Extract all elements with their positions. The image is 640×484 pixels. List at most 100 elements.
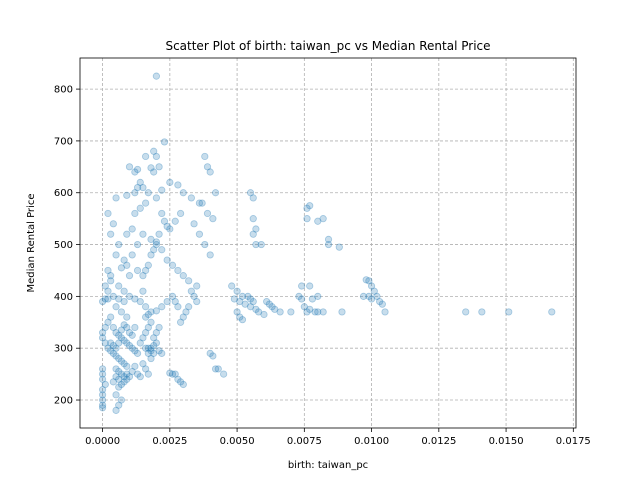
data-point xyxy=(115,240,123,249)
data-point xyxy=(104,344,112,352)
data-point xyxy=(123,339,131,347)
data-point xyxy=(306,305,314,313)
data-point xyxy=(365,292,373,300)
data-point xyxy=(115,401,123,409)
data-point xyxy=(109,342,117,350)
data-point xyxy=(206,168,214,176)
data-point xyxy=(136,178,144,186)
data-point xyxy=(142,365,150,373)
data-point xyxy=(125,329,134,337)
data-point xyxy=(176,378,185,386)
data-point xyxy=(147,164,155,172)
data-point xyxy=(112,406,120,414)
data-point xyxy=(249,215,257,223)
data-point xyxy=(298,282,306,290)
data-point xyxy=(142,152,150,161)
data-point xyxy=(179,189,187,197)
data-point xyxy=(168,292,177,300)
data-point xyxy=(174,181,182,189)
data-point xyxy=(133,183,142,192)
data-point xyxy=(241,300,249,308)
data-point xyxy=(263,297,271,306)
data-point xyxy=(112,352,120,360)
data-point xyxy=(125,373,134,381)
data-point xyxy=(203,209,212,218)
data-point xyxy=(505,308,513,316)
data-point xyxy=(158,209,166,218)
data-point xyxy=(142,313,150,321)
data-point xyxy=(98,404,107,412)
data-point xyxy=(201,152,209,161)
data-point xyxy=(98,386,107,394)
data-point xyxy=(112,365,120,373)
data-point xyxy=(295,292,303,300)
data-point xyxy=(187,194,195,202)
chart-title: Scatter Plot of birth: taiwan_pc vs Medi… xyxy=(165,39,490,53)
data-point xyxy=(147,251,155,259)
data-point xyxy=(152,240,160,249)
data-point xyxy=(123,362,131,370)
data-point xyxy=(115,339,123,347)
data-point xyxy=(198,199,206,207)
data-point xyxy=(112,194,120,202)
data-point xyxy=(265,300,273,308)
data-point xyxy=(163,297,171,306)
y-tick-label: 800 xyxy=(54,85,73,96)
data-point xyxy=(311,308,319,316)
data-point xyxy=(131,362,139,370)
data-point xyxy=(306,202,314,210)
data-point xyxy=(120,378,128,386)
data-point xyxy=(104,287,112,295)
data-point xyxy=(187,287,195,295)
data-point xyxy=(182,308,190,316)
data-point xyxy=(195,199,204,207)
data-point xyxy=(139,334,147,342)
data-point xyxy=(367,295,376,303)
data-point xyxy=(115,295,123,303)
data-point xyxy=(120,321,128,329)
y-tick-label: 300 xyxy=(54,344,73,355)
data-point xyxy=(123,313,131,321)
data-point xyxy=(252,225,260,233)
data-point xyxy=(160,138,169,146)
data-point xyxy=(168,261,177,269)
data-point xyxy=(176,209,185,218)
data-point xyxy=(115,383,123,391)
data-point xyxy=(314,217,322,225)
data-point xyxy=(271,305,279,313)
data-point xyxy=(131,347,139,355)
data-point xyxy=(176,318,185,326)
y-axis-ticks: 200 300 400 500 600 700 800 xyxy=(54,85,80,407)
data-point xyxy=(144,370,152,378)
data-point xyxy=(365,277,373,285)
data-point xyxy=(128,367,136,376)
y-tick-label: 700 xyxy=(54,136,73,147)
x-tick-label: 0.0150 xyxy=(489,436,524,447)
data-point xyxy=(133,240,142,249)
data-point xyxy=(98,365,107,373)
data-point xyxy=(98,334,107,342)
data-point xyxy=(125,292,134,300)
data-point xyxy=(152,194,160,202)
data-point xyxy=(257,240,265,249)
data-point xyxy=(252,240,260,249)
data-point xyxy=(128,331,136,339)
data-point xyxy=(101,295,109,303)
data-point xyxy=(117,396,126,404)
data-point xyxy=(246,303,255,311)
x-tick-label: 0.0125 xyxy=(421,436,456,447)
data-point xyxy=(155,347,163,355)
data-point xyxy=(236,313,244,321)
data-point xyxy=(230,295,238,303)
data-point xyxy=(117,308,126,316)
data-point xyxy=(128,225,136,233)
data-point xyxy=(147,347,155,355)
data-point xyxy=(220,370,228,378)
data-point xyxy=(112,251,120,259)
data-point xyxy=(115,354,123,363)
data-point xyxy=(107,230,115,238)
data-point xyxy=(228,282,236,290)
data-point xyxy=(155,163,163,171)
data-point xyxy=(378,300,386,308)
data-point xyxy=(139,183,147,192)
